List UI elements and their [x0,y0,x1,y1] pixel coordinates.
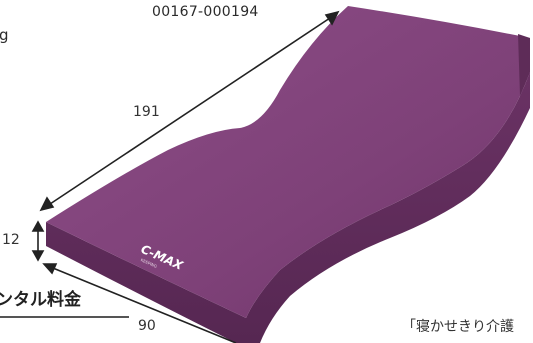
thickness-dimension-arrow [31,220,45,262]
width-label: 90 [138,318,156,334]
rental-fee-heading: ンタル料金 [0,290,81,310]
logo-subtext: KEEPING [140,257,158,269]
width-dimension-arrow [42,263,237,343]
mattress-top-surface [46,6,530,318]
product-code: 00167-000194 [152,4,259,20]
length-label: 191 [133,104,160,120]
code-suffix-fragment: g [0,26,9,44]
rental-underline [0,316,129,318]
thickness-label: 12 [2,232,20,248]
length-dimension-arrow [39,10,340,212]
mattress-right-edge [518,34,530,96]
caption-text: 「寝かせきり介護 [402,319,514,335]
mattress-front-edge [46,72,530,343]
